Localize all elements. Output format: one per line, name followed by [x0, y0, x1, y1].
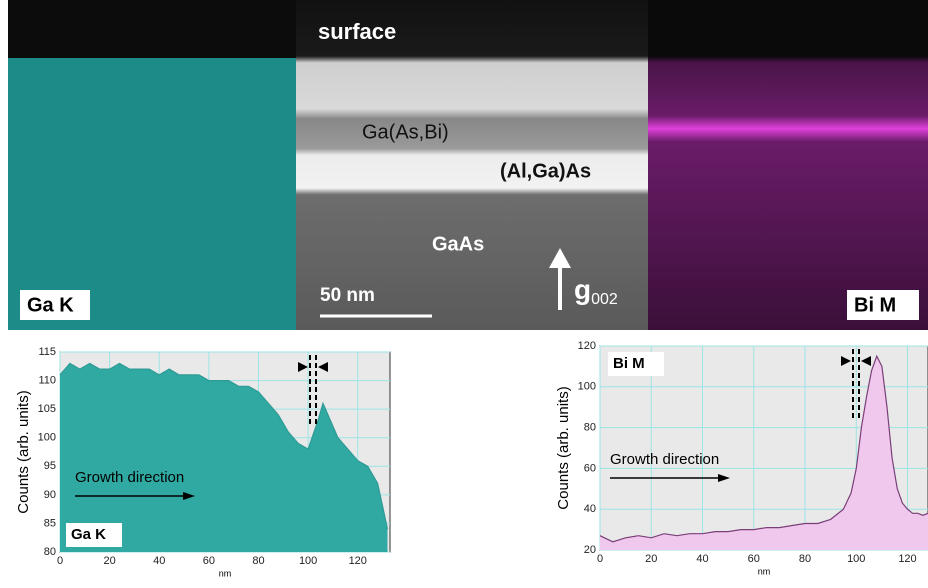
- direction-arrowhead: [718, 474, 730, 482]
- x-axis-label: nm: [758, 566, 771, 576]
- x-axis-label: nm: [219, 568, 232, 578]
- direction-arrowhead: [183, 492, 195, 500]
- x-tick-label: 120: [349, 555, 367, 567]
- area-fill: [60, 363, 388, 552]
- g-subscript: 002: [591, 291, 618, 308]
- map-label: Ga K: [27, 294, 74, 316]
- layer-label: Ga(As,Bi): [362, 121, 449, 143]
- annotation: Growth direction: [610, 451, 719, 468]
- y-tick-label: 115: [38, 346, 56, 358]
- panel-label: Bi M: [613, 355, 645, 372]
- y-tick-label: 20: [584, 544, 596, 556]
- x-tick-label: 60: [203, 555, 215, 567]
- x-tick-label: 120: [898, 553, 916, 565]
- bi-map: [648, 0, 928, 330]
- x-tick-label: 80: [252, 555, 264, 567]
- x-tick-label: 100: [299, 555, 317, 567]
- surface-label: surface: [318, 19, 396, 44]
- x-tick-label: 60: [748, 553, 760, 565]
- annotation: Growth direction: [75, 469, 184, 486]
- y-tick-label: 40: [584, 503, 596, 515]
- label-box: [608, 352, 664, 376]
- area-fill: [600, 356, 928, 550]
- y-tick-label: 60: [584, 462, 596, 474]
- x-tick-label: 0: [57, 555, 63, 567]
- y-tick-label: 105: [38, 403, 56, 415]
- map-label: Bi M: [854, 294, 896, 316]
- label-box: [66, 523, 122, 547]
- g-label: g002: [574, 274, 618, 308]
- label-box: [20, 290, 90, 320]
- ga-map: [8, 58, 296, 330]
- y-axis-label: Counts (arb. units): [555, 386, 572, 509]
- y-tick-label: 90: [44, 489, 56, 501]
- x-tick-label: 0: [597, 553, 603, 565]
- y-tick-label: 80: [584, 422, 596, 434]
- marker-arrow: [318, 362, 328, 372]
- y-tick-label: 100: [578, 381, 596, 393]
- y-tick-label: 120: [578, 340, 596, 352]
- x-tick-label: 20: [645, 553, 657, 565]
- panel-label: Ga K: [71, 526, 106, 543]
- x-tick-label: 80: [799, 553, 811, 565]
- tem-image: [296, 0, 648, 330]
- x-tick-label: 100: [847, 553, 865, 565]
- y-tick-label: 95: [44, 460, 56, 472]
- marker-arrow: [298, 362, 308, 372]
- map-background: [8, 0, 296, 58]
- y-tick-label: 110: [38, 374, 56, 386]
- substrate-label: GaAs: [432, 233, 484, 255]
- y-axis-label: Counts (arb. units): [15, 390, 32, 513]
- x-tick-label: 40: [153, 555, 165, 567]
- series-line: [59, 362, 389, 530]
- y-tick-label: 85: [44, 517, 56, 529]
- x-tick-label: 40: [696, 553, 708, 565]
- layer-label: (Al,Ga)As: [500, 160, 591, 182]
- g-arrowhead: [549, 248, 571, 268]
- marker-arrow: [841, 356, 851, 366]
- scale-bar-label: 50 nm: [320, 285, 375, 306]
- marker-arrow: [861, 356, 871, 366]
- g: g: [574, 274, 591, 305]
- y-tick-label: 80: [44, 546, 56, 558]
- y-tick-label: 100: [38, 432, 56, 444]
- x-tick-label: 20: [103, 555, 115, 567]
- series-line: [599, 354, 928, 543]
- label-box: [847, 290, 919, 320]
